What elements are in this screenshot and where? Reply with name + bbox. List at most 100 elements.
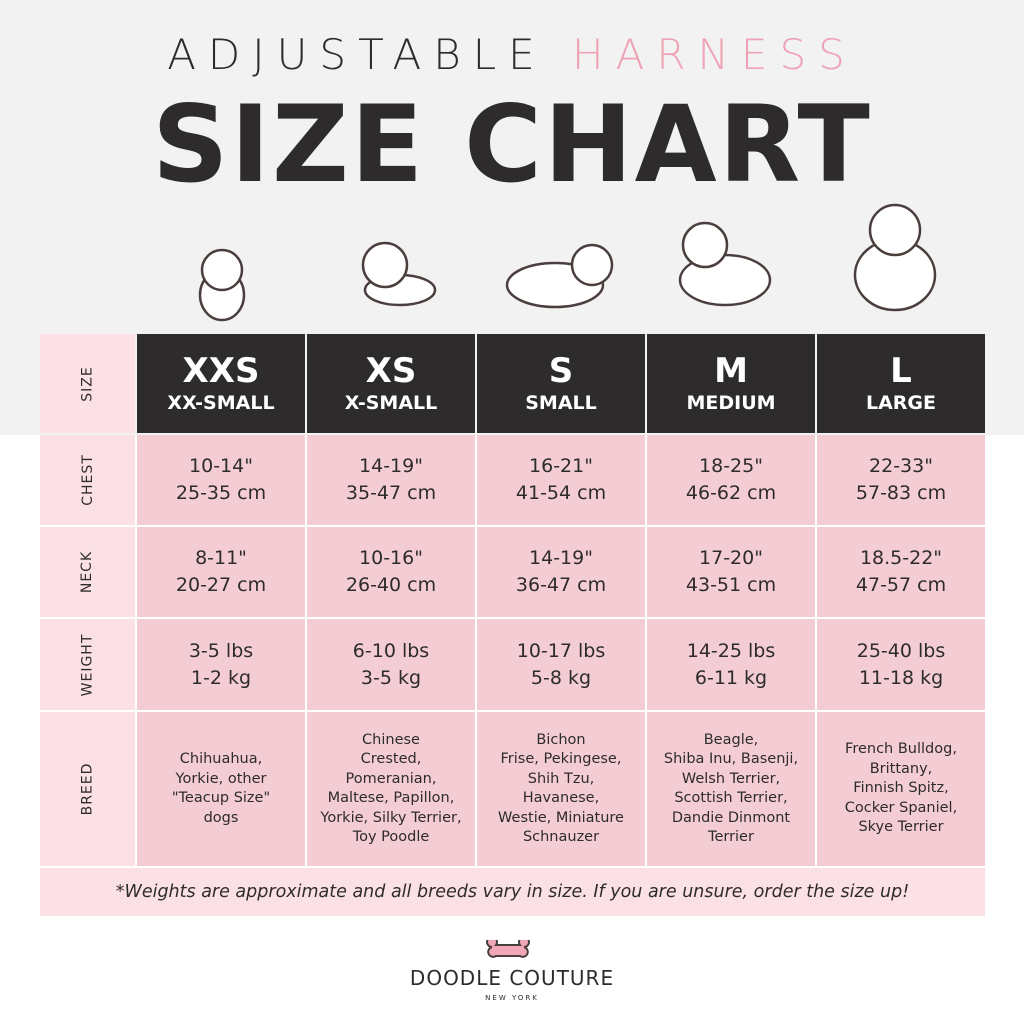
measure-line: 16-21" — [529, 455, 593, 477]
size-header: XS X-SMALL — [307, 334, 475, 433]
measure-line: 11-18 kg — [858, 666, 944, 689]
size-code: XS — [365, 350, 417, 391]
size-name: XX-SMALL — [167, 391, 275, 414]
measure-line: 6-10 lbs — [352, 639, 430, 662]
row-label: NECK — [79, 550, 96, 594]
row-label-cell: SIZE — [40, 334, 135, 433]
table-cell: Bichon Frise, Pekingese, Shih Tzu, Havanese… — [477, 712, 645, 866]
measure-line: 18.5-22" — [859, 547, 943, 569]
measure-line: 43-51 cm — [685, 574, 777, 596]
row-label: CHEST — [79, 454, 96, 506]
row-label-cell: CHEST — [40, 435, 135, 525]
table-cell: 3-5 lbs 1-2 kg — [137, 619, 305, 710]
table-cell: 10-14" 25-35 cm — [137, 435, 305, 525]
row-label-cell: BREED — [40, 712, 135, 866]
bone-logo — [486, 940, 530, 958]
measure-line: 3-5 kg — [360, 666, 422, 689]
breed-line: French Bulldog, — [845, 741, 957, 758]
subtitle: ADJUSTABLE HARNESS — [0, 30, 1024, 79]
table-cell: 25-40 lbs 11-18 kg — [817, 619, 985, 710]
breed-line: Shih Tzu, — [527, 770, 595, 787]
measure-line: 36-47 cm — [515, 574, 607, 596]
table-cell: 14-19" 36-47 cm — [477, 527, 645, 617]
measure-line: 41-54 cm — [515, 482, 607, 504]
row-label: WEIGHT — [79, 633, 96, 696]
measure-line: 18-25" — [699, 455, 763, 477]
measure-line: 35-47 cm — [345, 482, 437, 504]
row-label-cell: WEIGHT — [40, 619, 135, 710]
measure-line: 5-8 kg — [530, 666, 592, 689]
measure-line: 14-19" — [529, 547, 593, 569]
breed-line: "Teacup Size" — [171, 790, 271, 806]
measure-line: 57-83 cm — [855, 482, 947, 504]
size-code: XXS — [182, 350, 260, 391]
measure-line: 26-40 cm — [345, 574, 437, 596]
breed-line: Toy Poodle — [352, 829, 430, 845]
row-label: BREED — [79, 762, 96, 816]
breed-line: Scottish Terrier, — [674, 790, 788, 806]
table-cell: 17-20" 43-51 cm — [647, 527, 815, 617]
breed-line: Chihuahua, — [179, 751, 263, 767]
breed-line: Bichon — [536, 731, 586, 748]
breed-line: Beagle, — [703, 731, 759, 748]
measure-line: 8-11" — [195, 547, 247, 569]
table-cell: Chihuahua, Yorkie, other "Teacup Size" dogs — [137, 712, 305, 866]
size-header: L LARGE — [817, 334, 985, 433]
measure-line: 14-19" — [359, 455, 423, 477]
table-cell: 18.5-22" 47-57 cm — [817, 527, 985, 617]
measure-line: 10-16" — [359, 547, 423, 569]
table-cell: 16-21" 41-54 cm — [477, 435, 645, 525]
breed-line: Crested, — [360, 751, 422, 767]
measure-line: 10-14" — [189, 455, 253, 477]
dog-illustrations — [198, 203, 937, 322]
table-cell: French Bulldog, Brittany, Finnish Spitz, Co… — [817, 712, 985, 866]
measure-line: 17-20" — [699, 547, 763, 569]
table-cell: 8-11" 20-27 cm — [137, 527, 305, 617]
size-name: SMALL — [525, 391, 597, 414]
size-name: LARGE — [865, 391, 937, 414]
size-code: L — [890, 350, 912, 391]
breed-line: dogs — [203, 809, 239, 826]
breed-line: Havanese, — [522, 790, 600, 806]
measure-line: 6-11 kg — [694, 666, 768, 689]
table-cell: 14-25 lbs 6-11 kg — [647, 619, 815, 710]
size-code: S — [548, 350, 574, 391]
table-cell: Chinese Crested, Pomeranian, Maltese, Papil… — [307, 712, 475, 866]
measure-line: 10-17 lbs — [516, 639, 606, 662]
measure-line: 1-2 kg — [190, 666, 252, 689]
title: SIZE CHART — [152, 83, 872, 206]
measure-line: 20-27 cm — [175, 574, 267, 596]
measure-line: 25-40 lbs — [856, 639, 946, 662]
size-header: M MEDIUM — [647, 334, 815, 433]
breed-line: Shiba Inu, Basenji, — [663, 751, 799, 767]
measure-line: 46-62 cm — [685, 482, 777, 504]
breed-line: Chinese — [362, 731, 420, 748]
measure-line: 47-57 cm — [855, 574, 947, 596]
breed-line: Cocker Spaniel, — [844, 799, 958, 816]
breed-line: Brittany, — [869, 760, 933, 777]
breed-line: Welsh Terrier, — [681, 770, 781, 787]
measure-line: 22-33" — [869, 455, 933, 477]
table-cell: 10-16" 26-40 cm — [307, 527, 475, 617]
size-name: MEDIUM — [686, 391, 776, 414]
table-cell: 10-17 lbs 5-8 kg — [477, 619, 645, 710]
row-label-cell: NECK — [40, 527, 135, 617]
brand-city: NEW YORK — [485, 994, 539, 1002]
size-header: S SMALL — [477, 334, 645, 433]
breed-line: Westie, Miniature — [498, 809, 624, 826]
brand-name: DOODLE COUTURE — [409, 966, 615, 990]
table-cell: Beagle, Shiba Inu, Basenji, Welsh Terrier,… — [647, 712, 815, 866]
measure-line: 14-25 lbs — [686, 639, 776, 662]
measure-line: 3-5 lbs — [188, 639, 254, 662]
breed-line: Finnish Spitz, — [853, 780, 949, 797]
size-code: M — [714, 350, 748, 391]
table-cell: 22-33" 57-83 cm — [817, 435, 985, 525]
breed-line: Pomeranian, — [345, 770, 437, 787]
subtitle-b: HARNESS — [572, 30, 857, 79]
breed-line: Terrier — [708, 829, 754, 845]
breed-line: Maltese, Papillon, — [327, 790, 455, 806]
table-cell: 14-19" 35-47 cm — [307, 435, 475, 525]
breed-line: Schnauzer — [522, 829, 600, 845]
size-header: XXS XX-SMALL — [137, 334, 305, 433]
